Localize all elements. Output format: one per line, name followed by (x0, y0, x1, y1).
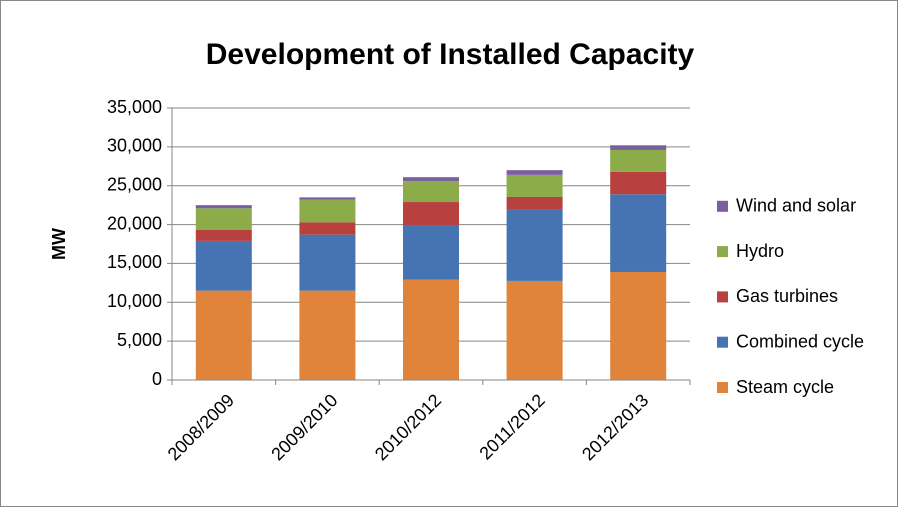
y-axis-label: MW (49, 228, 69, 260)
bar-segment (610, 194, 667, 272)
legend-label: Gas turbines (736, 286, 838, 306)
bar-segment (506, 170, 563, 175)
bar-segment (506, 209, 563, 281)
y-tick-label: 10,000 (107, 291, 162, 311)
legend-swatch (717, 200, 728, 212)
chart-title: Development of Installed Capacity (206, 38, 695, 71)
y-tick-label: 15,000 (107, 252, 162, 272)
legend-swatch (717, 291, 728, 303)
bar-segment (506, 196, 563, 210)
legend-swatch (717, 246, 728, 258)
y-tick-label: 25,000 (107, 174, 162, 194)
bar-segment (299, 199, 356, 223)
y-tick-label: 30,000 (107, 136, 162, 156)
bar-segment (403, 202, 459, 225)
bar-segment (299, 234, 356, 291)
bar-segment (610, 171, 667, 195)
bar-segment (195, 230, 252, 241)
bar-segment (403, 279, 459, 380)
y-tick-label: 5,000 (117, 330, 162, 350)
bar-segment (610, 145, 667, 150)
legend-label: Steam cycle (736, 377, 834, 397)
y-tick-label: 0 (152, 369, 162, 389)
bar-segment (195, 205, 252, 209)
bar-segment (195, 240, 252, 291)
legend-label: Hydro (736, 241, 784, 261)
bar-segment (299, 290, 356, 380)
legend-label: Combined cycle (736, 331, 864, 351)
bar-segment (506, 174, 563, 197)
bar-segment (610, 271, 667, 380)
bar-segment (299, 222, 356, 235)
y-tick-label: 35,000 (107, 97, 162, 117)
y-tick-label: 20,000 (107, 213, 162, 233)
bar-segment (403, 177, 459, 182)
bar-segment (299, 197, 356, 200)
legend-label: Wind and solar (736, 196, 856, 216)
bar-segment (195, 290, 252, 380)
legend-swatch (717, 336, 728, 348)
legend-swatch (717, 382, 728, 393)
bar-segment (195, 208, 252, 231)
bar-segment (403, 224, 459, 280)
bar-segment (506, 280, 563, 380)
bar-segment (403, 181, 459, 203)
bar-segment (610, 149, 667, 172)
